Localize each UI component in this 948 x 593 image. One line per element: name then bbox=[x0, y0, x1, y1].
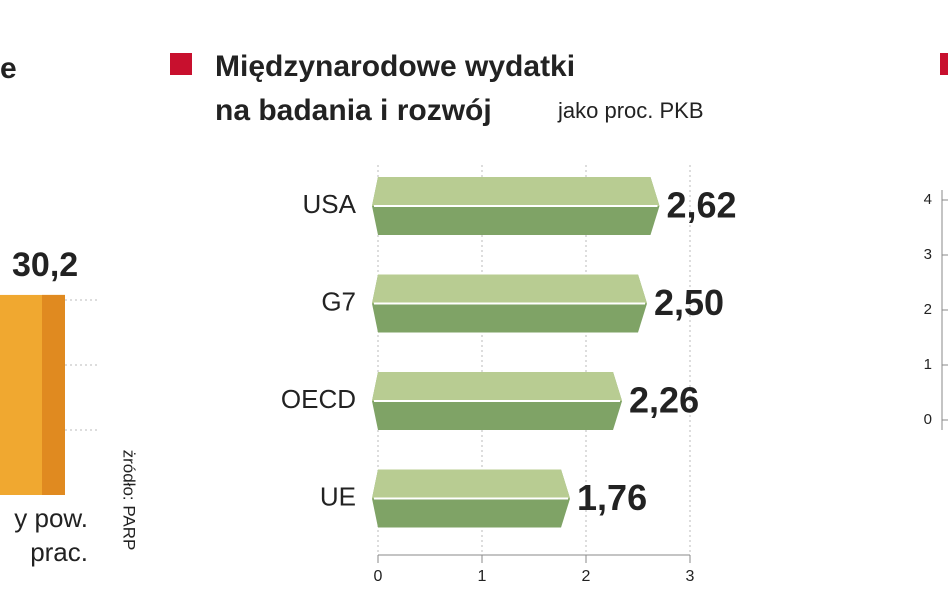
x-tick-label: 0 bbox=[374, 568, 383, 585]
value-label: 2,50 bbox=[654, 282, 724, 323]
category-label: prac. bbox=[30, 537, 88, 567]
source: żródło: PARP bbox=[120, 450, 139, 551]
value-label: 1,76 bbox=[577, 477, 647, 518]
category-label: y pow. bbox=[14, 503, 88, 533]
chart-subtitle: jako proc. PKB bbox=[557, 98, 704, 123]
bar-highlight bbox=[372, 372, 623, 401]
value-label: 2,62 bbox=[666, 185, 736, 226]
title-marker bbox=[940, 53, 948, 75]
bar-shade bbox=[42, 294, 65, 495]
bar-highlight bbox=[372, 469, 571, 499]
chart-title: e bbox=[0, 52, 17, 85]
category-label: UE bbox=[320, 481, 356, 511]
bar-highlight bbox=[372, 274, 647, 304]
x-tick-label: 2 bbox=[582, 568, 591, 585]
chart-title: Międzynarodowe wydatki bbox=[215, 50, 575, 83]
y-tick-label: 0 bbox=[924, 411, 932, 428]
value-label: 2,26 bbox=[629, 380, 699, 421]
category-label: G7 bbox=[321, 286, 356, 316]
y-tick-label: 4 bbox=[924, 191, 932, 208]
x-tick-label: 1 bbox=[478, 568, 487, 585]
value-label: 30,2 bbox=[12, 246, 78, 284]
chart-title: na badania i rozwój bbox=[215, 94, 492, 127]
y-tick-label: 3 bbox=[924, 246, 932, 263]
y-tick-label: 2 bbox=[924, 301, 932, 318]
title-marker bbox=[170, 53, 192, 75]
category-label: USA bbox=[303, 189, 357, 219]
y-tick-label: 1 bbox=[924, 356, 932, 373]
category-label: OECD bbox=[281, 384, 356, 414]
x-tick-label: 3 bbox=[686, 568, 695, 585]
bar-highlight bbox=[372, 177, 660, 206]
